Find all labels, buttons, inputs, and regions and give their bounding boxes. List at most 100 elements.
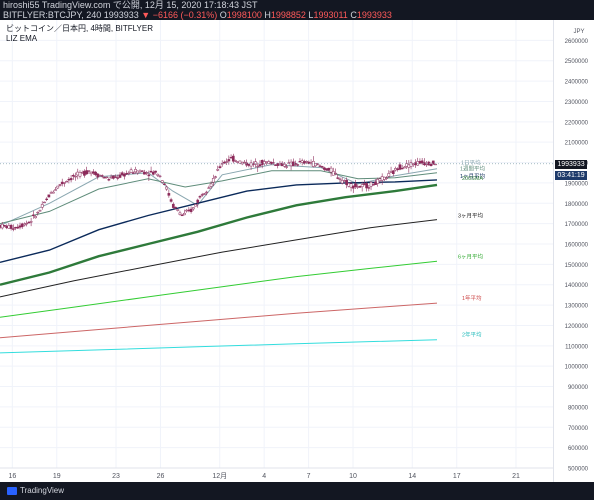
candle-body [356, 186, 360, 188]
candle-body [49, 192, 53, 194]
candle-body [123, 173, 126, 177]
axis-unit-label: JPY [573, 29, 584, 35]
candle-body [416, 161, 420, 166]
candle-body [298, 161, 302, 163]
candle-body [83, 170, 86, 176]
tradingview-logo-icon [7, 486, 17, 495]
candle-body [194, 204, 197, 207]
candle-body [140, 170, 144, 172]
candle-body [105, 176, 109, 179]
brand-text: TradingView [20, 486, 65, 495]
candle-body [396, 168, 400, 171]
candle-body [0, 223, 4, 229]
candle-body [118, 174, 122, 178]
candle-body [327, 167, 331, 171]
y-tick-label: 1300000 [565, 304, 589, 310]
y-tick-label: 700000 [568, 426, 589, 432]
candle-body [11, 228, 15, 230]
candle-body [158, 175, 162, 178]
close-label: C [350, 10, 357, 20]
candle-body [125, 173, 128, 175]
candle-body [111, 175, 115, 179]
x-tick-label: 21 [512, 473, 520, 480]
x-tick-label: 17 [453, 473, 461, 480]
y-tick-label: 900000 [568, 385, 589, 391]
candle-body [200, 194, 204, 196]
series-line [0, 302, 438, 339]
candle-body [263, 161, 266, 164]
x-tick-label: 12月 [212, 472, 227, 480]
candle-body [47, 194, 51, 198]
legend-indicator: LIZ EMA [6, 34, 38, 43]
candle-body [358, 185, 362, 188]
candle-body [431, 160, 435, 165]
close-value: 1993933 [356, 10, 392, 20]
candle-body [223, 161, 226, 164]
candle-body [65, 180, 69, 183]
y-tick-label: 2300000 [565, 100, 589, 106]
candle-body [114, 176, 117, 178]
candle-body [87, 170, 91, 172]
candle-body [63, 182, 66, 184]
candle-body [40, 204, 44, 208]
y-tick-label: 800000 [568, 405, 589, 411]
candle-body [351, 185, 355, 189]
candle-body [74, 175, 77, 178]
y-tick-label: 500000 [568, 467, 589, 473]
candle-body [54, 189, 57, 191]
candle-body [191, 207, 195, 210]
y-tick-label: 2400000 [565, 80, 589, 86]
series-line [0, 219, 438, 298]
open-label: O [219, 10, 227, 20]
chart-legend: ビットコイン／日本円, 4時間, BITFLYER LIZ EMA [6, 24, 153, 44]
candle-body [198, 196, 202, 198]
candle-body [425, 163, 428, 166]
candle-body [116, 177, 120, 179]
candle-body [207, 187, 211, 189]
candle-body [394, 168, 397, 171]
candle-body [271, 162, 275, 164]
x-tick-label: 19 [53, 473, 61, 480]
publish-info: hiroshi55 TradingView.com で公開, 12月 15, 2… [3, 0, 258, 10]
candle-body [238, 160, 242, 164]
candle-body [16, 226, 20, 229]
series-line [0, 183, 438, 286]
candle-body [374, 181, 377, 185]
legend-symbol: ビットコイン／日本円, 4時間, BITFLYER [6, 24, 153, 33]
candle-body [147, 174, 151, 177]
candle-body [243, 161, 246, 164]
candle-body [187, 209, 191, 212]
series-label: 1ヶ月平均 [460, 172, 486, 180]
x-tick-label: 7 [307, 473, 311, 480]
candle-body [96, 173, 100, 178]
x-tick-label: 10 [349, 473, 357, 480]
candle-body [209, 183, 213, 187]
candle-body [409, 162, 413, 167]
candle-body [3, 224, 6, 227]
candle-body [85, 170, 89, 175]
candle-body [383, 176, 386, 180]
candle-body [165, 186, 168, 190]
candle-body [387, 173, 391, 177]
candle-body [218, 166, 222, 169]
candle-body [143, 171, 146, 175]
series-label: 1年平均 [462, 294, 482, 302]
candle-body [349, 183, 353, 188]
candle-body [5, 225, 9, 229]
candle-body [127, 172, 131, 175]
candle-body [14, 226, 17, 229]
candle-body [363, 183, 366, 185]
candle-body [51, 191, 55, 194]
candle-body [178, 212, 182, 215]
candle-body [80, 172, 84, 174]
candle-body [391, 170, 395, 174]
high-label: H [264, 10, 271, 20]
series-line [0, 260, 438, 318]
candle-body [156, 173, 160, 176]
y-tick-label: 1900000 [565, 181, 589, 187]
candle-body [94, 171, 97, 176]
candle-body [138, 170, 142, 173]
price-axis[interactable] [553, 20, 594, 482]
tradingview-logo[interactable]: TradingView [7, 486, 64, 495]
